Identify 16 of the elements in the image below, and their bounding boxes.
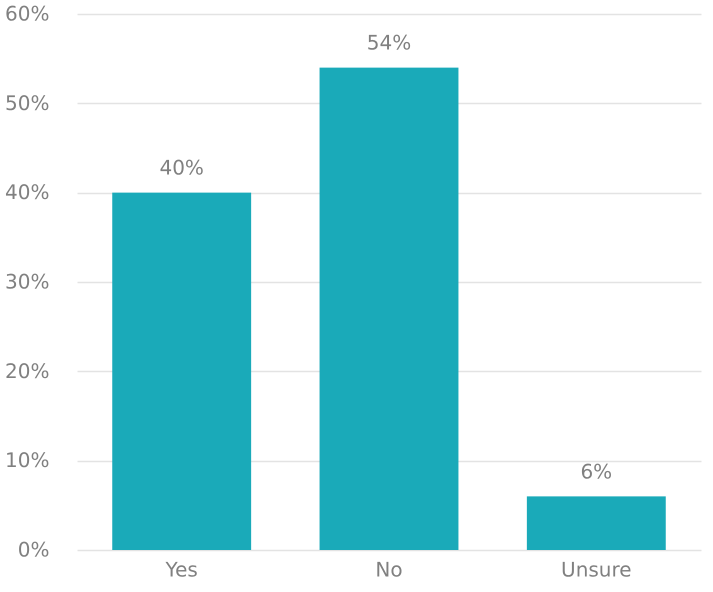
x-tick-label: No bbox=[375, 558, 403, 582]
text: 54% bbox=[366, 30, 412, 55]
bar bbox=[320, 68, 458, 550]
bar bbox=[112, 192, 252, 550]
text: 40% bbox=[159, 156, 204, 180]
y-tick-label: 10% bbox=[5, 448, 50, 472]
text: 6% bbox=[580, 459, 612, 484]
y-tick-label: 40% bbox=[5, 180, 50, 204]
y-tick-label: 30% bbox=[5, 270, 50, 294]
y-tick-label: 60% bbox=[5, 2, 50, 26]
y-tick-label: 20% bbox=[5, 358, 50, 383]
x-tick-label: Unsure bbox=[561, 558, 632, 582]
y-tick-label: 0% bbox=[18, 538, 50, 562]
x-tick-label: Yes bbox=[164, 558, 198, 582]
bar bbox=[526, 496, 666, 550]
y-tick-label: 50% bbox=[5, 90, 50, 115]
